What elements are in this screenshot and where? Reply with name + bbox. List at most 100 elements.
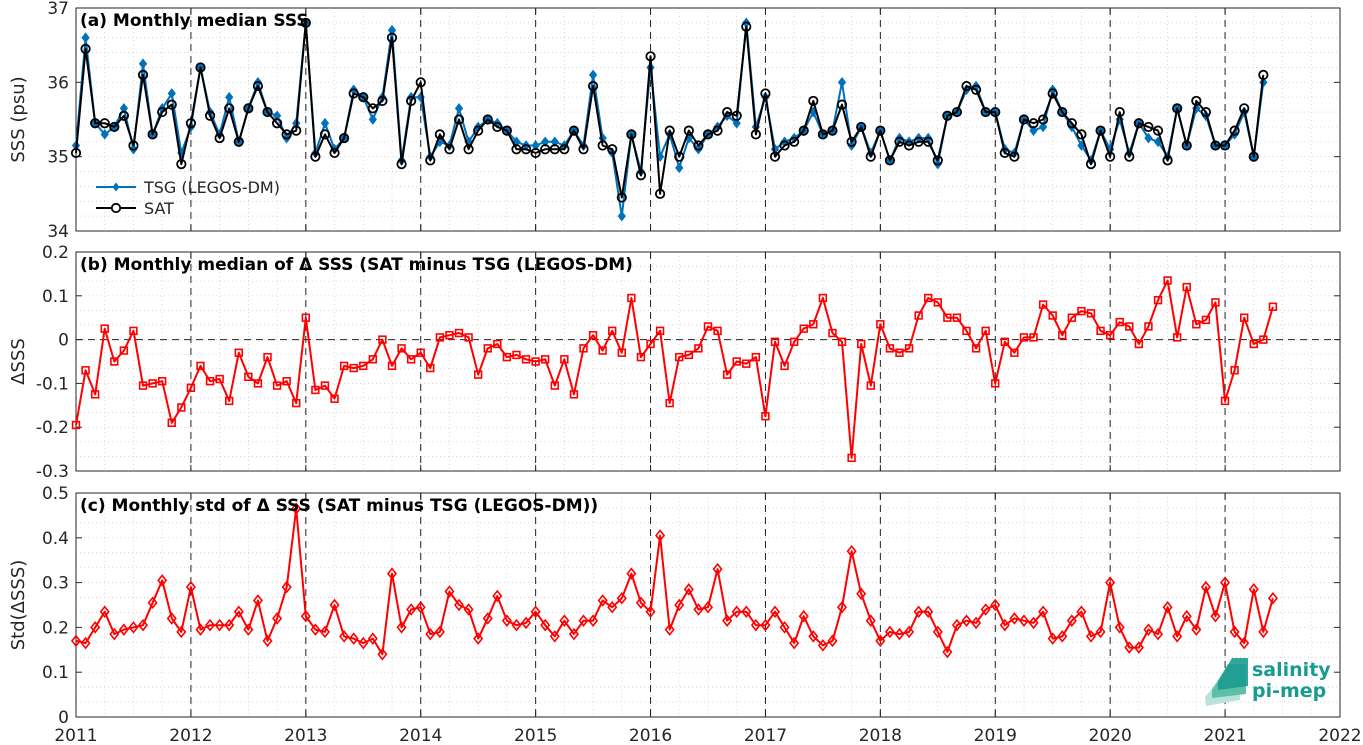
data-point (109, 121, 120, 133)
data-point (271, 118, 283, 129)
data-point (885, 344, 895, 353)
data-point (1114, 621, 1125, 634)
data-point (722, 370, 732, 379)
data-point (856, 121, 867, 133)
data-point (129, 326, 138, 336)
axes-box (75, 251, 1341, 472)
series-1 (71, 276, 1278, 463)
data-point (1239, 103, 1250, 114)
data-point (789, 337, 799, 346)
data-point (1029, 333, 1038, 342)
data-point (319, 129, 331, 140)
data-point (712, 562, 723, 576)
data-point (1200, 580, 1211, 594)
data-point (473, 632, 484, 645)
data-point (1018, 614, 1029, 627)
data-point (837, 77, 847, 88)
y-tick-label: 0 (58, 331, 69, 351)
data-point (196, 361, 205, 371)
data-point (1230, 366, 1239, 375)
data-point (445, 331, 454, 340)
data-point (904, 625, 915, 639)
data-point (426, 363, 435, 373)
data-point (588, 614, 599, 627)
data-point (674, 598, 685, 612)
data-point (1105, 576, 1116, 589)
data-point (176, 625, 187, 639)
data-point (493, 339, 502, 349)
data-point (675, 352, 684, 362)
data-point (1144, 322, 1153, 331)
data-point (1115, 317, 1124, 327)
data-point (195, 62, 206, 73)
data-point (655, 326, 665, 336)
data-point (406, 355, 416, 364)
y-tick-label: 0 (58, 708, 69, 728)
data-point (1085, 159, 1097, 170)
data-point (817, 639, 828, 652)
data-point (167, 88, 176, 99)
data-point (90, 118, 101, 129)
data-point (769, 151, 781, 162)
y-tick-label: 35 (47, 148, 69, 168)
data-point (397, 344, 406, 353)
data-point (1133, 641, 1144, 654)
data-point (378, 335, 387, 344)
data-point (1268, 302, 1278, 311)
data-point (1211, 298, 1220, 307)
data-point (138, 618, 149, 632)
data-point (646, 339, 655, 349)
data-point (1200, 106, 1211, 118)
data-point (579, 344, 588, 353)
data-point (923, 136, 934, 147)
data-point (549, 144, 560, 155)
data-point (396, 159, 407, 170)
data-point (310, 151, 321, 162)
data-point (866, 381, 875, 390)
y-tick-label: 0.3 (42, 574, 69, 594)
data-point (914, 311, 923, 320)
data-point (684, 350, 694, 360)
data-point (569, 390, 579, 399)
x-tick-label: 2021 (1203, 726, 1246, 745)
data-point (262, 634, 273, 648)
data-point (387, 24, 397, 36)
data-point (1182, 282, 1191, 292)
data-point (828, 328, 837, 338)
data-point (119, 346, 129, 355)
data-point (110, 357, 119, 366)
data-point (732, 117, 741, 129)
y-tick-label: 34 (47, 222, 69, 242)
data-point (473, 125, 484, 136)
data-point (942, 110, 953, 121)
data-point (961, 80, 972, 92)
data-point (903, 140, 915, 151)
data-point (119, 103, 129, 114)
data-point (454, 328, 464, 338)
y-axis-label: SSS (psu) (8, 76, 29, 162)
data-point (185, 118, 197, 129)
data-point (1066, 118, 1077, 129)
panel-title: (c) Monthly std of Δ SSS (SAT minus TSG … (80, 496, 598, 516)
panel-title: (b) Monthly median of Δ SSS (SAT minus T… (80, 255, 633, 275)
data-point (770, 337, 780, 346)
data-point (225, 91, 234, 103)
y-tick-label: 0.2 (42, 243, 69, 263)
data-point (1058, 331, 1067, 340)
data-point (1220, 396, 1230, 406)
data-point (501, 614, 512, 627)
y-tick-label: 37 (47, 0, 69, 19)
data-point (1057, 106, 1068, 118)
data-point (425, 155, 436, 166)
axes-box (75, 7, 1341, 232)
data-point (1018, 114, 1030, 125)
data-point (626, 129, 637, 140)
data-point (1066, 614, 1077, 627)
data-point (1095, 125, 1106, 136)
data-point (512, 136, 521, 148)
data-point (942, 645, 953, 659)
data-point (924, 293, 933, 303)
data-point (952, 313, 962, 322)
data-point (742, 359, 751, 368)
data-point (243, 103, 254, 114)
